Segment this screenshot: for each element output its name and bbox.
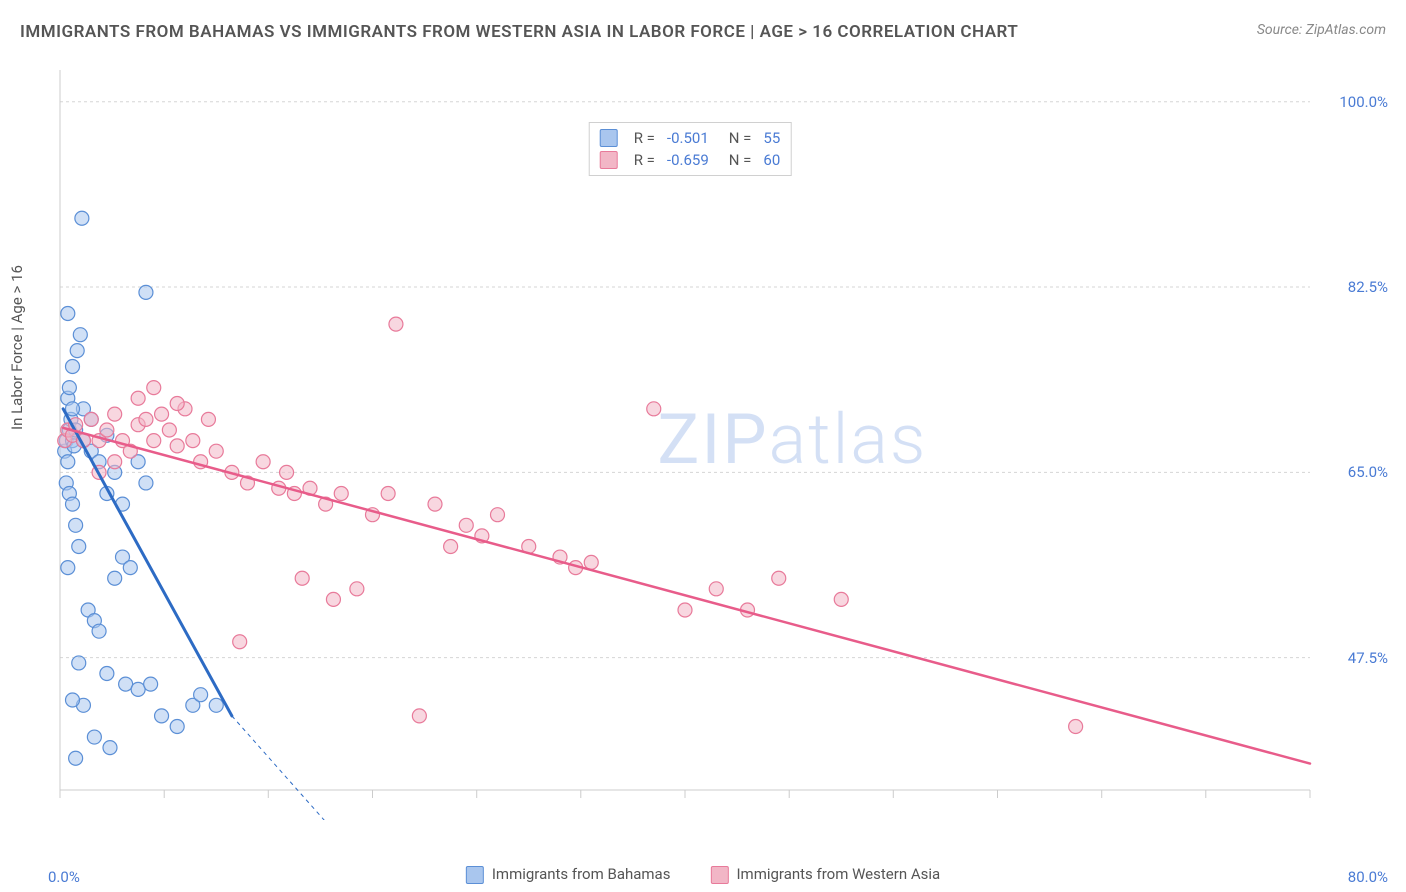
y-tick-label: 82.5% xyxy=(1348,278,1388,296)
legend-swatch xyxy=(600,151,618,169)
correlation-legend: R = -0.501 N = 55 R = -0.659 N = 60 xyxy=(589,122,792,176)
y-tick-label: 65.0% xyxy=(1348,463,1388,481)
y-tick-label: 47.5% xyxy=(1348,649,1388,667)
legend-label: Immigrants from Western Asia xyxy=(736,865,940,883)
n-label: N = xyxy=(729,151,752,169)
legend-item: Immigrants from Bahamas xyxy=(466,865,671,884)
source-attribution: Source: ZipAtlas.com xyxy=(1257,22,1386,38)
x-axis-min-label: 0.0% xyxy=(48,868,80,886)
chart-title: IMMIGRANTS FROM BAHAMAS VS IMMIGRANTS FR… xyxy=(20,22,1018,42)
legend-label: Immigrants from Bahamas xyxy=(492,865,671,883)
r-label: R = xyxy=(634,151,655,169)
y-tick-label: 100.0% xyxy=(1339,93,1388,111)
legend-swatch xyxy=(466,866,484,884)
correlation-row: R = -0.501 N = 55 xyxy=(600,127,781,149)
n-value: 55 xyxy=(763,129,780,147)
chart-area: ZIPatlas R =-0.501N =55R =-0.659N =60 xyxy=(50,60,1330,820)
legend-swatch xyxy=(710,866,728,884)
r-value: -0.659 xyxy=(667,151,709,169)
r-value: -0.501 xyxy=(667,129,709,147)
correlation-row: R = -0.659 N = 60 xyxy=(600,149,781,171)
n-label: N = xyxy=(729,129,752,147)
n-value: 60 xyxy=(763,151,780,169)
series-legend: Immigrants from Bahamas Immigrants from W… xyxy=(466,865,940,884)
legend-item: Immigrants from Western Asia xyxy=(710,865,940,884)
y-axis-label: In Labor Force | Age > 16 xyxy=(8,265,26,430)
r-label: R = xyxy=(634,129,655,147)
legend-swatch xyxy=(600,129,618,147)
x-axis-max-label: 80.0% xyxy=(1348,868,1388,886)
